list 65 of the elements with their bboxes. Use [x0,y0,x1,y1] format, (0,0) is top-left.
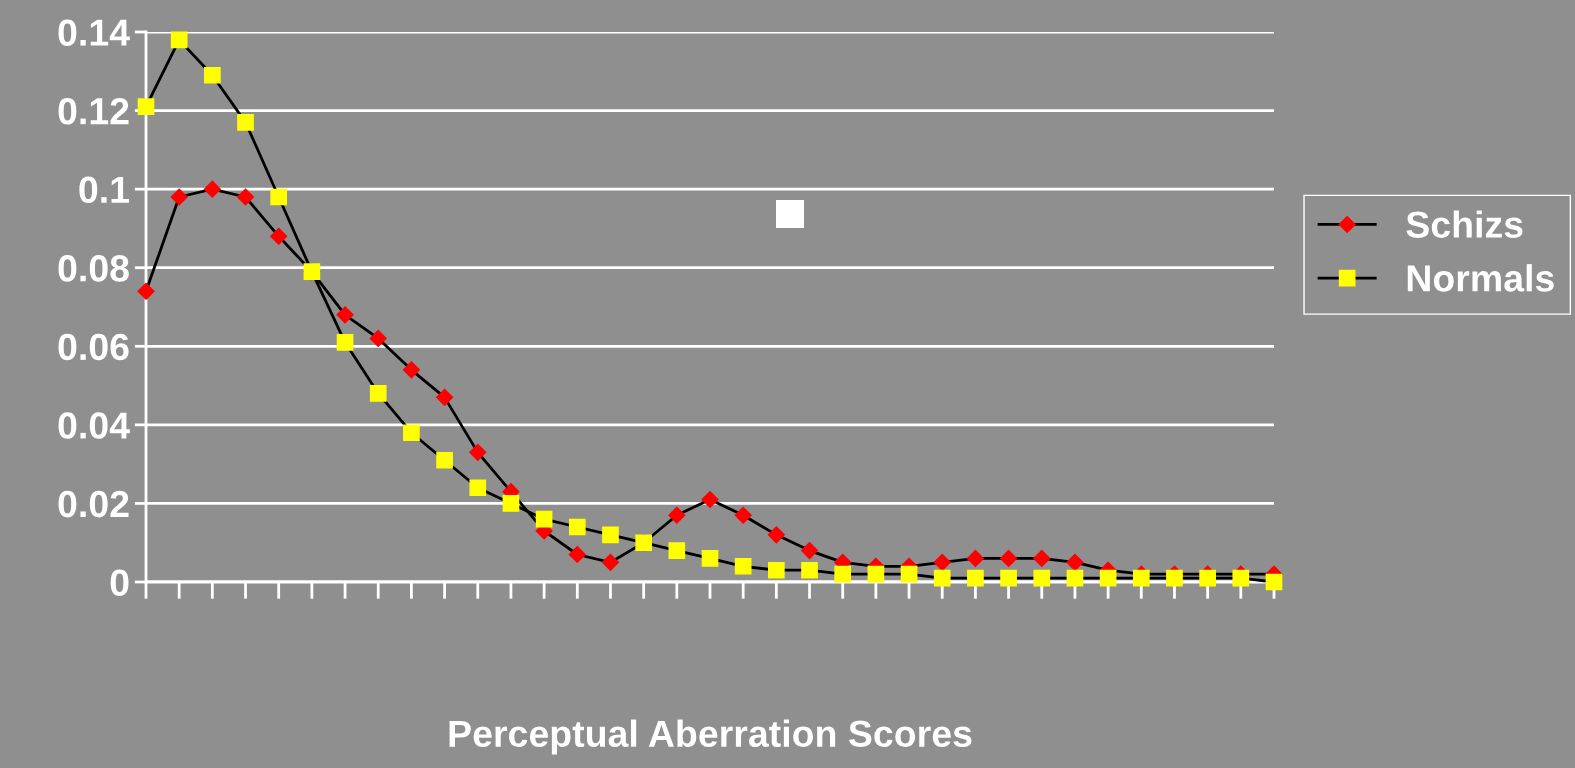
y-tick-label: 0.06 [58,333,129,361]
y-tick-label: 0.08 [58,255,129,282]
point [701,490,719,509]
point [734,557,752,575]
point [1033,549,1051,567]
point [1066,569,1084,587]
point [469,479,487,497]
point [203,180,221,198]
point [535,510,553,528]
y-tick-label: 0.04 [58,412,130,439]
point [204,66,221,84]
point [602,526,619,544]
point [801,561,818,579]
point [170,31,188,49]
y-tick-label: 0.02 [58,490,129,518]
point [236,188,255,206]
point [933,553,951,571]
point [734,506,752,524]
point [1000,549,1018,567]
point [1265,573,1283,591]
y-tick-label: 0.12 [58,97,129,125]
point [170,188,188,206]
point [1166,569,1183,587]
point [601,553,620,571]
point [1033,569,1051,587]
point [402,361,420,379]
point [668,542,686,559]
point [1000,569,1017,587]
point [270,188,288,206]
point [369,385,387,402]
point [668,506,686,524]
point [237,114,254,131]
point [1199,569,1216,587]
point [1066,553,1084,571]
point [336,334,354,351]
y-tick-label: 0 [110,569,129,596]
point [403,424,420,442]
point [834,565,852,583]
point [1132,569,1150,587]
point [568,518,586,536]
point [768,561,785,579]
legend-label: Schizs [1406,210,1523,238]
point [469,443,487,461]
point [336,306,354,324]
point [369,329,387,347]
legend-label: Normals [1407,264,1554,292]
point [967,569,984,587]
point [137,282,155,300]
point [900,565,918,583]
x-axis-title: Perceptual Aberration Scores [449,719,972,755]
point [568,545,586,564]
y-tick-label: 0.14 [58,19,130,46]
point [270,227,288,245]
point [436,388,454,406]
point [436,451,453,469]
point [933,569,951,587]
y-tick-label: 0.1 [79,176,129,204]
point [502,495,520,512]
point [767,526,785,544]
point [701,550,719,567]
point [1099,569,1117,587]
point [1232,569,1250,587]
point [800,542,819,560]
point [867,565,885,583]
point [966,549,984,567]
